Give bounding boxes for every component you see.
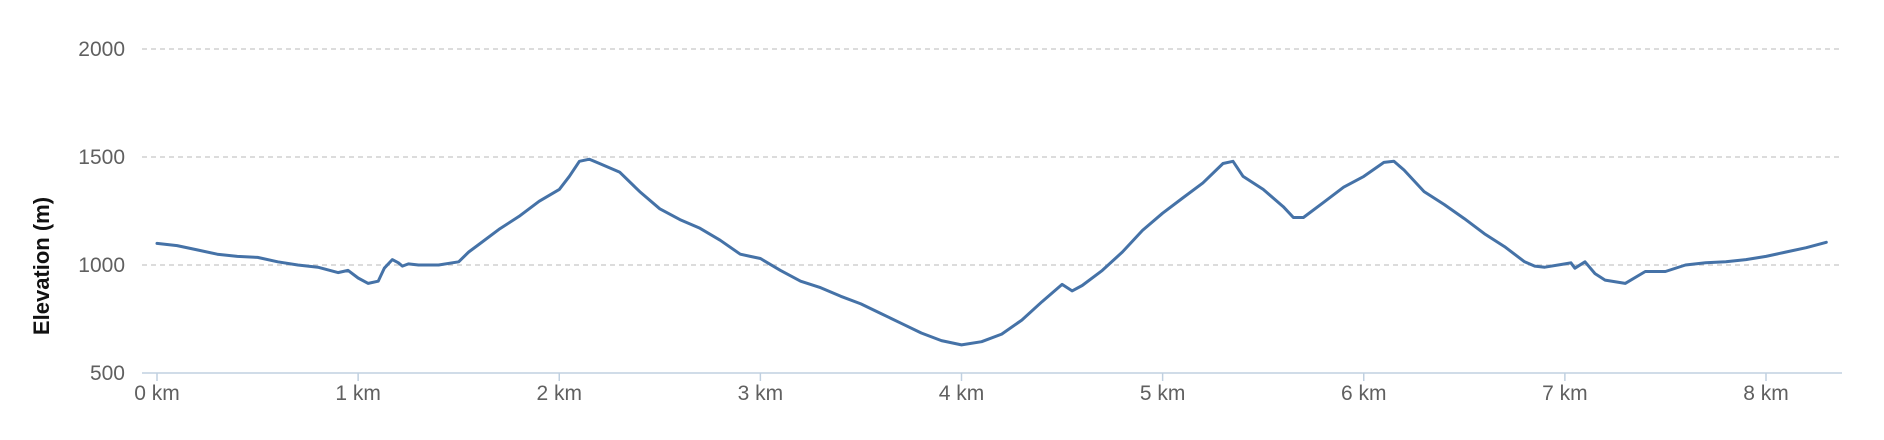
y-tick-label-2000: 2000 bbox=[78, 38, 125, 61]
x-tick-label-7: 7 km bbox=[1542, 382, 1588, 405]
x-tick-label-6: 6 km bbox=[1341, 382, 1387, 405]
series-layer bbox=[155, 157, 1828, 347]
elevation-series-line-0 bbox=[155, 157, 1828, 347]
x-tick-label-4: 4 km bbox=[939, 382, 985, 405]
x-axis bbox=[142, 372, 1842, 381]
y-tick-label-1500: 1500 bbox=[78, 146, 125, 169]
y-tick-label-500: 500 bbox=[90, 362, 125, 385]
x-tick-label-3: 3 km bbox=[738, 382, 784, 405]
x-tick-label-5: 5 km bbox=[1140, 382, 1186, 405]
x-tick-label-8: 8 km bbox=[1743, 382, 1789, 405]
x-tick-label-1: 1 km bbox=[335, 382, 381, 405]
grid-lines bbox=[142, 48, 1842, 266]
x-tick-labels: 0 km 1 km 2 km 3 km 4 km 5 km 6 km 7 km 8 km bbox=[134, 382, 1789, 405]
y-tick-label-1000: 1000 bbox=[78, 254, 125, 277]
y-axis-title: Elevation (m) bbox=[29, 197, 54, 335]
y-tick-labels: 500 1000 1500 2000 bbox=[78, 38, 125, 385]
x-tick-label-2: 2 km bbox=[536, 382, 582, 405]
x-tick-label-0: 0 km bbox=[134, 382, 180, 405]
